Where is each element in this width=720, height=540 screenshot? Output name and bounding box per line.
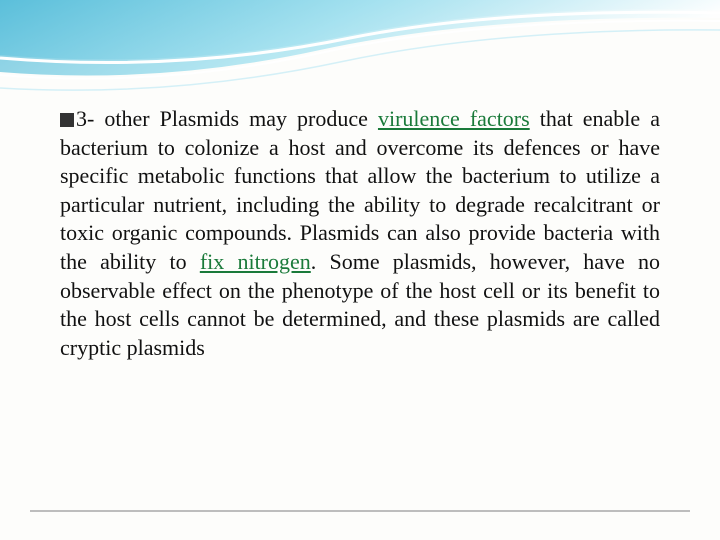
link-virulence-factors[interactable]: virulence factors [378, 106, 530, 131]
bullet-icon [60, 113, 74, 127]
decorative-swoosh [0, 0, 720, 120]
footer-divider [30, 510, 690, 512]
text-prefix: 3- other Plasmids may produce [76, 106, 378, 131]
slide-body-text: 3- other Plasmids may produce virulence … [60, 105, 660, 362]
link-fix-nitrogen[interactable]: fix nitrogen [200, 249, 311, 274]
